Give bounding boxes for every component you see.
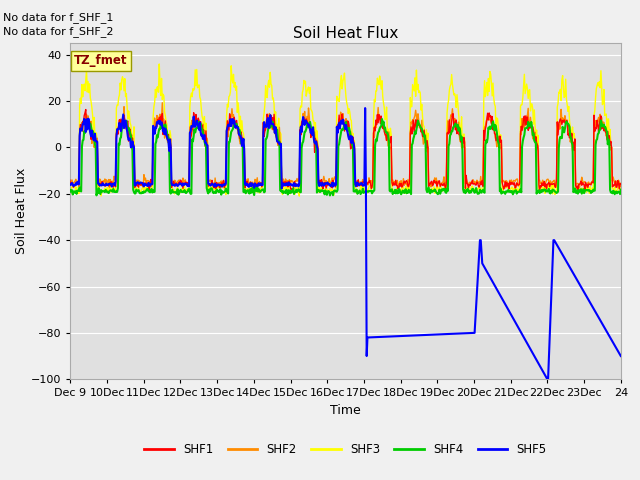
Text: TZ_fmet: TZ_fmet [74,54,127,67]
Text: No data for f_SHF_1: No data for f_SHF_1 [3,12,113,23]
Legend: SHF1, SHF2, SHF3, SHF4, SHF5: SHF1, SHF2, SHF3, SHF4, SHF5 [140,438,552,461]
Title: Soil Heat Flux: Soil Heat Flux [293,25,398,41]
Text: No data for f_SHF_2: No data for f_SHF_2 [3,26,114,37]
Y-axis label: Soil Heat Flux: Soil Heat Flux [15,168,28,254]
X-axis label: Time: Time [330,404,361,417]
